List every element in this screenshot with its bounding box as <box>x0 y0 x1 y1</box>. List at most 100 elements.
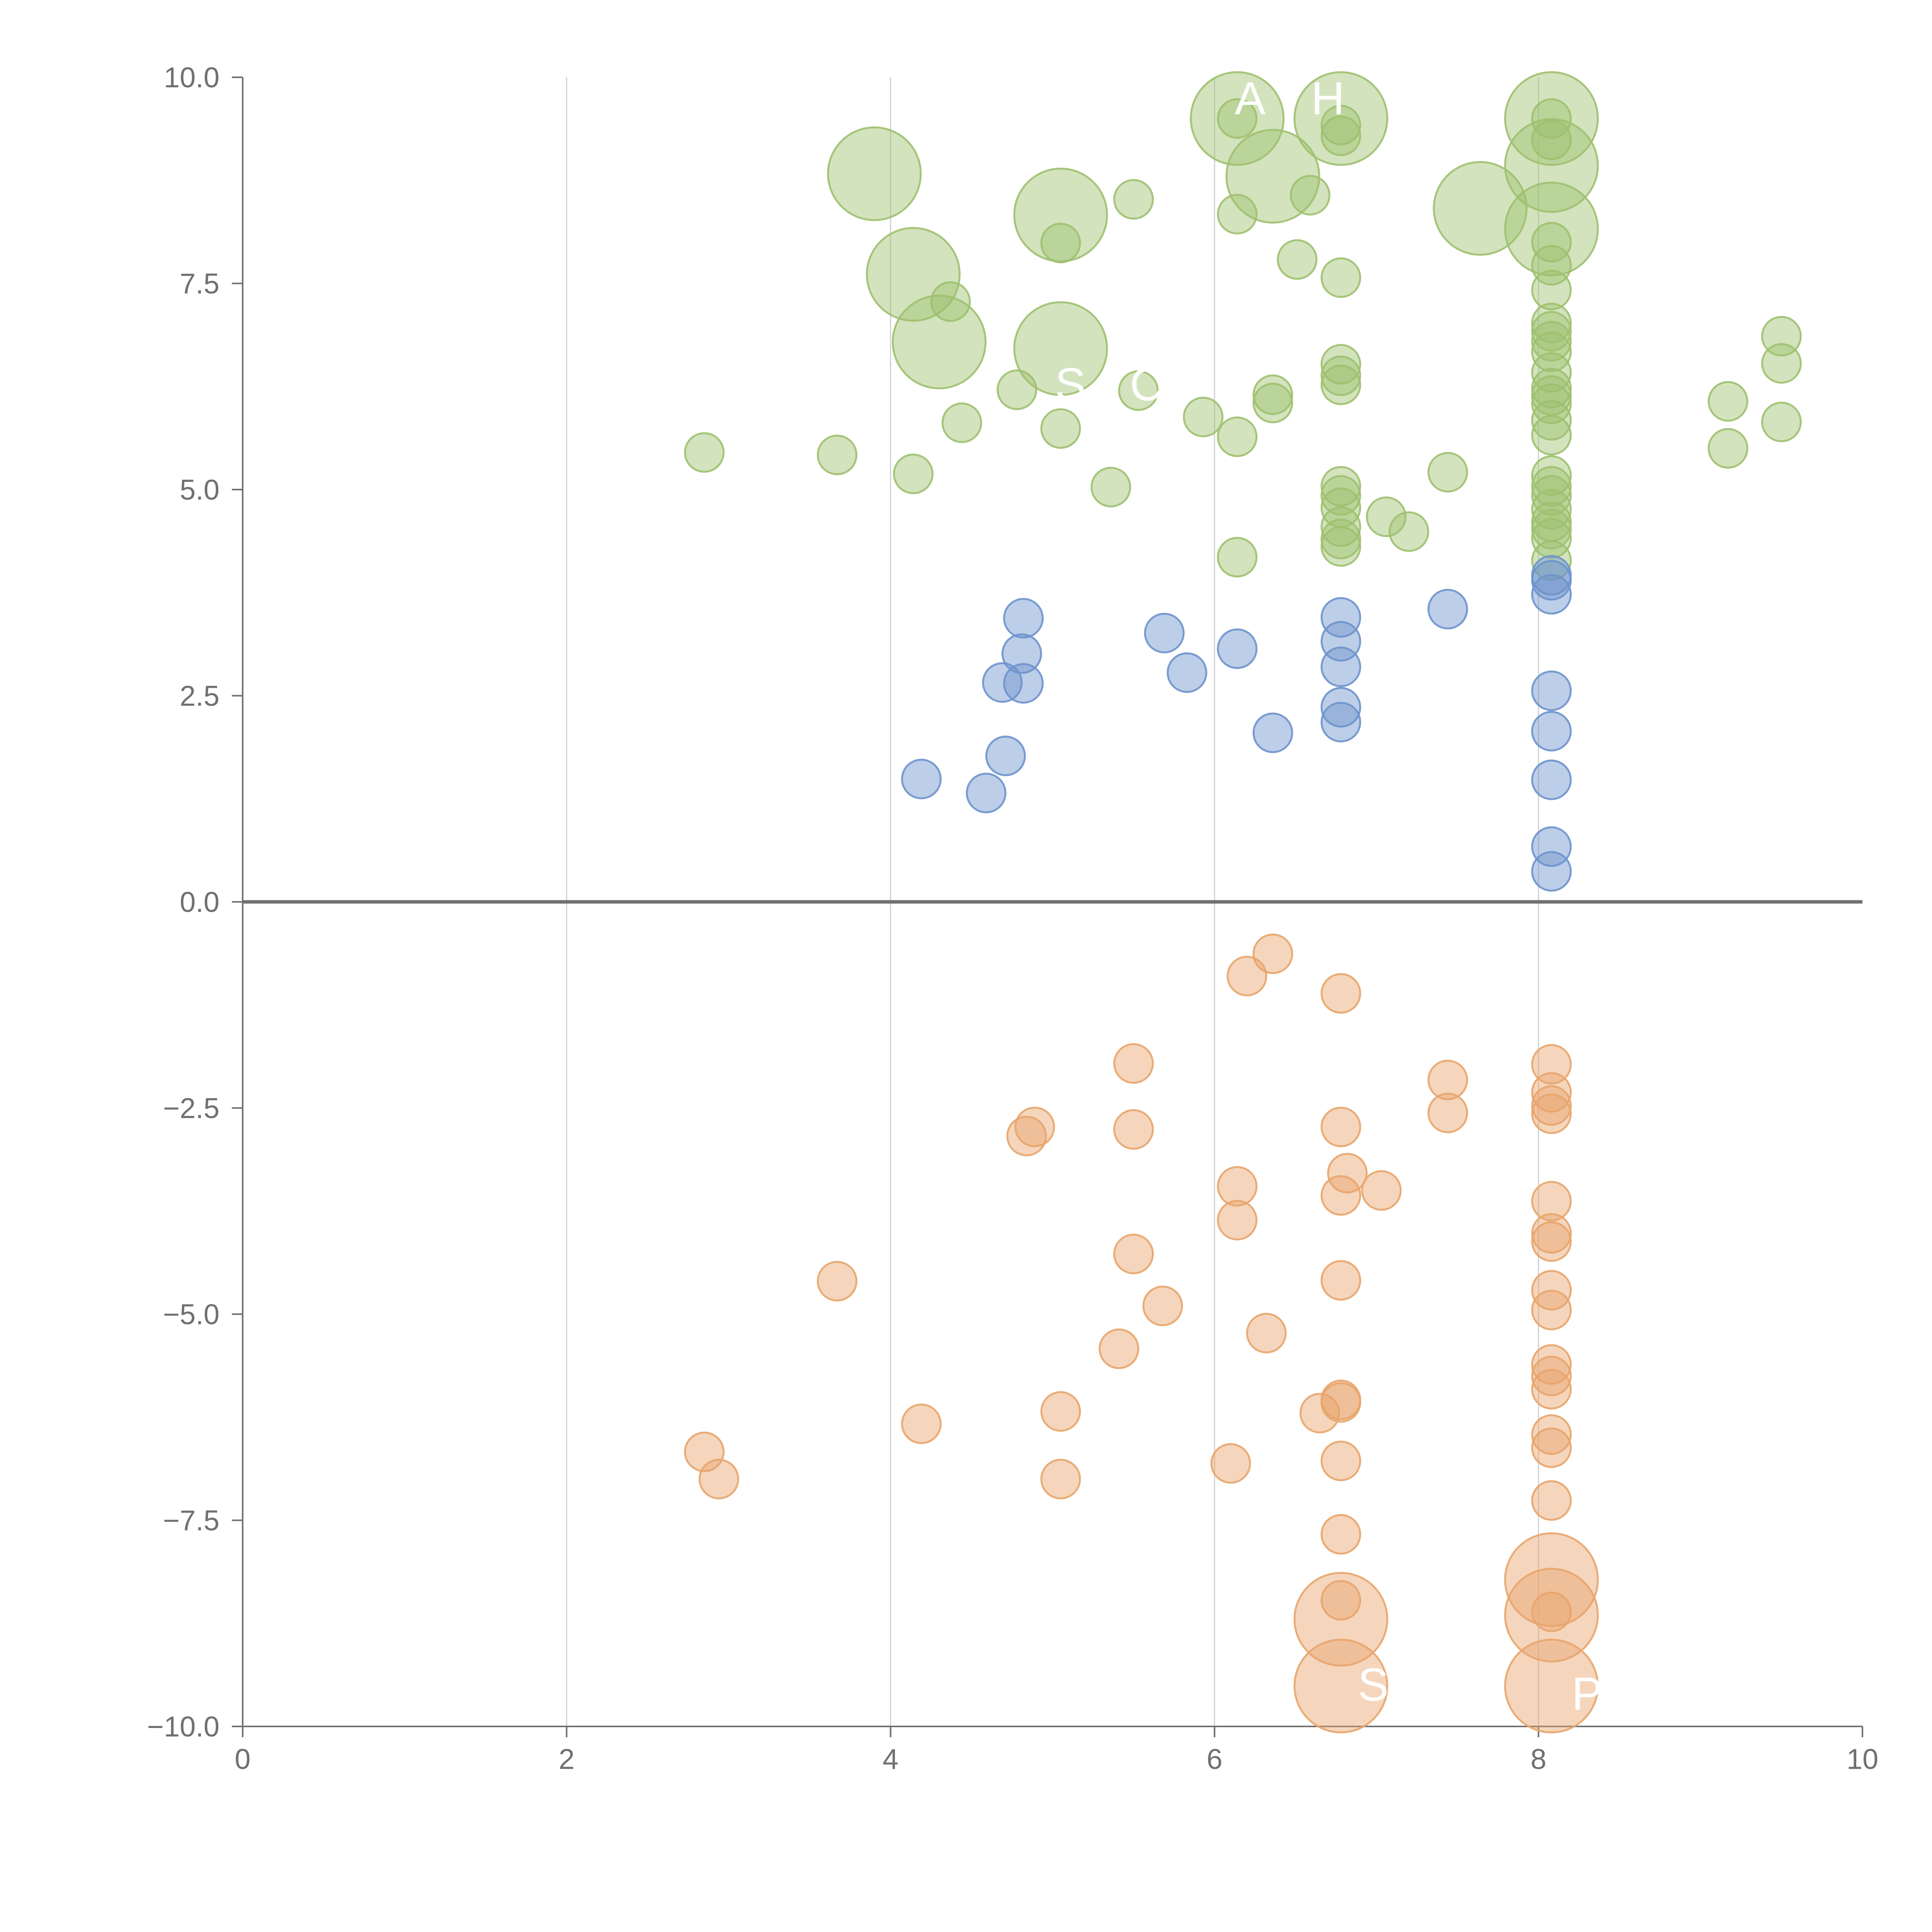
green-point <box>1531 321 1572 362</box>
blue-point <box>1144 612 1185 653</box>
y-tick-label: 0.0 <box>180 886 219 918</box>
orange-point <box>1427 1092 1468 1133</box>
green-point <box>1320 105 1361 146</box>
green-point <box>1433 161 1528 256</box>
orange-point <box>1040 1391 1081 1432</box>
orange-point <box>816 1261 857 1302</box>
orange-point <box>1531 1289 1572 1330</box>
green-point <box>1217 194 1258 235</box>
orange-point <box>1531 1093 1572 1134</box>
blue-point <box>1531 711 1572 752</box>
green-point <box>1320 475 1361 516</box>
green-point <box>1252 383 1293 423</box>
green-point <box>1531 311 1572 352</box>
orange-point <box>1320 973 1361 1014</box>
orange-point <box>1320 1107 1361 1148</box>
x-tick-label: 4 <box>883 1743 898 1775</box>
orange-point <box>1293 1638 1388 1733</box>
point-label: A <box>1235 72 1265 124</box>
green-point <box>1040 408 1081 449</box>
orange-point <box>1320 1260 1361 1301</box>
green-point <box>1531 383 1572 424</box>
orange-point <box>1014 1107 1055 1148</box>
green-point <box>1531 518 1572 559</box>
blue-point <box>1167 652 1208 693</box>
point-label: H <box>1311 72 1345 124</box>
green-point <box>1277 239 1318 280</box>
green-point <box>1190 71 1285 166</box>
orange-point <box>1040 1459 1081 1500</box>
point-label: C <box>1130 359 1163 410</box>
green-point <box>684 432 725 473</box>
y-tick-label: −2.5 <box>163 1092 219 1124</box>
y-tick-label: 10.0 <box>164 61 219 94</box>
blue-point <box>1001 633 1042 674</box>
orange-point <box>1320 1175 1361 1216</box>
orange-point <box>1113 1109 1154 1150</box>
orange-point <box>1210 1443 1251 1484</box>
blue-point <box>1320 597 1361 638</box>
blue-point <box>966 772 1007 813</box>
orange-point <box>1531 1480 1572 1521</box>
green-point <box>1320 466 1361 507</box>
orange-point <box>1246 1313 1287 1354</box>
orange-point <box>1226 956 1267 997</box>
orange-point <box>1361 1170 1402 1211</box>
orange-point <box>1531 1072 1572 1113</box>
x-tick-label: 6 <box>1207 1743 1223 1775</box>
orange-point <box>1217 1200 1258 1241</box>
blue-point <box>1217 628 1258 669</box>
orange-point <box>1293 1572 1388 1667</box>
orange-point <box>1531 1221 1572 1262</box>
orange-point <box>698 1459 739 1500</box>
green-point <box>1320 116 1361 156</box>
green-point <box>1293 71 1388 166</box>
green-point <box>1013 167 1108 262</box>
blue-point <box>1003 663 1044 704</box>
orange-point <box>1504 1568 1599 1663</box>
orange-point <box>1299 1393 1340 1434</box>
green-point <box>1708 381 1748 422</box>
green-point <box>1708 428 1748 469</box>
x-tick-label: 0 <box>235 1743 250 1775</box>
green-point <box>1090 467 1131 508</box>
data-points <box>684 71 1802 1733</box>
green-point <box>1531 222 1572 263</box>
point-label: P <box>1571 1668 1602 1720</box>
blue-point <box>1320 702 1361 743</box>
green-point <box>1531 509 1572 549</box>
orange-point <box>1427 1060 1468 1100</box>
green-point <box>1040 223 1081 264</box>
blue-point <box>901 759 942 799</box>
green-point <box>1183 396 1224 437</box>
green-point <box>1118 370 1159 411</box>
green-point <box>1320 257 1361 298</box>
green-point <box>1531 352 1572 393</box>
y-tick-label: 7.5 <box>180 268 219 300</box>
green-point <box>941 402 982 443</box>
green-point <box>1217 537 1258 578</box>
green-point <box>1531 303 1572 344</box>
green-point <box>1388 511 1429 552</box>
green-point <box>1761 343 1802 384</box>
green-point <box>1531 415 1572 456</box>
green-point <box>893 453 934 494</box>
orange-point <box>1531 1181 1572 1222</box>
green-point <box>1217 416 1258 457</box>
orange-point <box>1320 1580 1361 1621</box>
blue-point <box>1427 588 1468 629</box>
green-point <box>1504 182 1599 277</box>
green-point <box>1366 496 1407 537</box>
blue-point <box>1531 574 1572 615</box>
x-tick-label: 2 <box>559 1743 575 1775</box>
blue-point <box>985 735 1026 776</box>
orange-point <box>1099 1328 1139 1369</box>
x-tick-label: 10 <box>1847 1743 1878 1775</box>
blue-point <box>1531 560 1572 601</box>
orange-point <box>1531 1085 1572 1126</box>
axes: 0 2 4 6 8 10 10.0 7.5 5.0 2.5 0.0 −2.5 −5.0 −7.5 −10.0 <box>147 61 1878 1775</box>
blue-point <box>1320 687 1361 728</box>
green-point <box>1290 175 1331 216</box>
blue-point <box>1252 713 1293 753</box>
orange-point <box>1327 1153 1368 1194</box>
